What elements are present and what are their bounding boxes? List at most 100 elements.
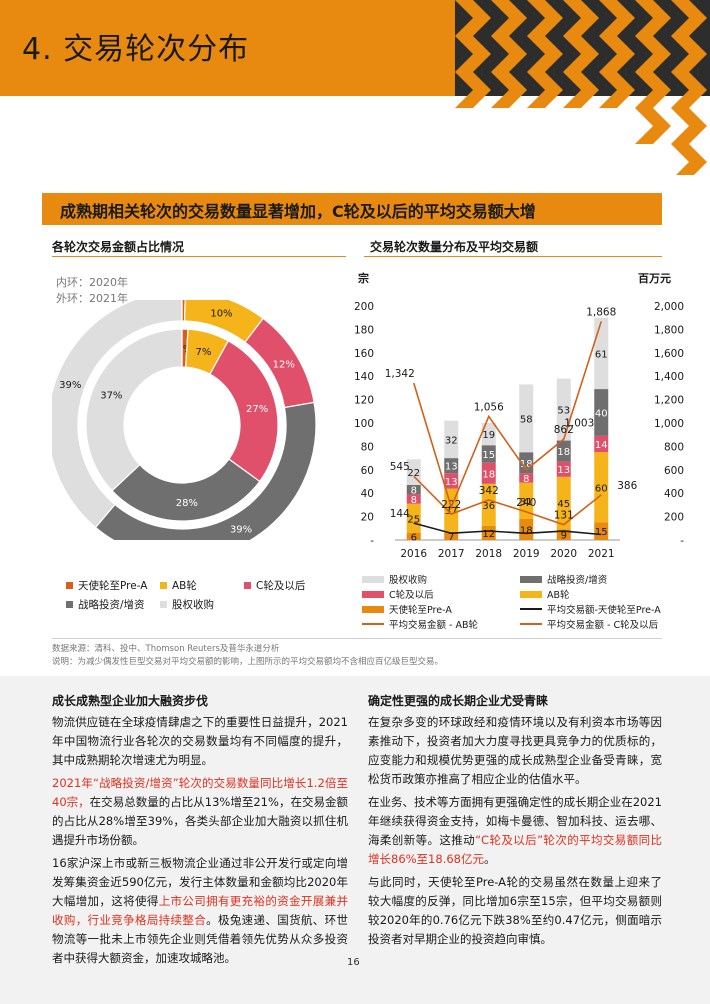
right-axis-tick: 800 xyxy=(664,441,684,453)
bar-segment-label: 8 xyxy=(411,495,417,506)
chevron-shape xyxy=(599,36,635,72)
legend-label: C轮及以后 xyxy=(389,590,434,601)
chevron-shape xyxy=(599,0,635,36)
chevron-shape xyxy=(671,72,707,108)
donut-slice xyxy=(85,328,183,492)
chevron-shape xyxy=(671,108,707,144)
bar-segment xyxy=(481,525,496,540)
donut-slice-label: 1% xyxy=(176,344,192,355)
chevron-shape xyxy=(635,108,671,144)
line-value-label: 240 xyxy=(516,497,536,509)
bar-segment xyxy=(594,452,609,523)
bar-segment xyxy=(556,440,571,462)
bar-segment xyxy=(556,476,571,530)
bar-segment xyxy=(594,522,609,540)
bar-segment xyxy=(556,529,571,540)
bar-segment-label: 8 xyxy=(523,474,529,485)
combo-legend-item: AB轮 xyxy=(520,587,570,601)
combo-heading-rule xyxy=(364,256,662,257)
donut-legend-item: C轮及以后 xyxy=(244,578,305,593)
bar-segment-label: 18 xyxy=(557,447,570,458)
donut-slice-label: 12% xyxy=(273,359,295,370)
bar-segment-label: 14 xyxy=(595,440,608,451)
bar-segment-label: 32 xyxy=(445,435,458,446)
right-paragraph-2-a: 在业务、技术等方面拥有更强确定性的成长期企业在2021年继续获得资金支持，如梅卡… xyxy=(368,795,662,847)
x-axis-tick: 2017 xyxy=(438,548,465,560)
bar-segment xyxy=(594,435,609,453)
donut-slice-label: 28% xyxy=(176,498,198,509)
combo-chart-heading: 交易轮次数量分布及平均交易额 xyxy=(370,240,539,254)
legend-swatch xyxy=(362,575,384,583)
chevron-shape xyxy=(563,72,599,108)
bar-segment-label: 60 xyxy=(595,483,608,494)
legend-swatch xyxy=(362,605,384,613)
legend-label: 平均交易额-天使轮至Pre-A xyxy=(547,605,661,616)
average-line xyxy=(413,522,602,536)
bar-segment xyxy=(481,423,496,446)
bar-segment-label: 15 xyxy=(482,450,495,461)
page-title: 4. 交易轮次分布 xyxy=(22,32,250,67)
chevron-shape xyxy=(527,36,563,72)
chevron-shape xyxy=(635,0,671,36)
legend-swatch xyxy=(520,590,542,598)
bar-segment-label: 40 xyxy=(595,408,608,419)
legend-swatch xyxy=(160,582,167,589)
legend-swatch xyxy=(520,623,542,625)
combo-legend-item: 股权收购 xyxy=(362,572,427,586)
combo-legend-item: 平均交易金额 - C轮及以后 xyxy=(520,617,658,631)
bar-segment xyxy=(444,458,459,474)
notes-rule xyxy=(52,638,662,639)
chevron-shape xyxy=(563,0,599,36)
section-title: 成熟期相关轮次的交易数量显著增加，C轮及以后的平均交易额大增 xyxy=(60,202,536,221)
bar-segment xyxy=(481,462,496,484)
legend-swatch xyxy=(66,582,73,589)
bar-segment xyxy=(519,452,534,474)
bottom-text-panel xyxy=(0,676,710,1004)
source-note: 数据来源：清科、投中、Thomson Reuters及普华永道分析 xyxy=(52,644,280,654)
legend-label: 股权收购 xyxy=(389,575,428,586)
x-axis-tick: 2020 xyxy=(550,548,577,560)
bar-segment-label: 45 xyxy=(557,499,570,510)
legend-label: C轮及以后 xyxy=(256,580,306,592)
bar-segment xyxy=(481,483,496,526)
left-paragraph-2: 2021年“战略投资/增资”轮次的交易数量同比增长1.2倍至40宗，在交易总数量… xyxy=(52,774,348,850)
donut-slice-label: 27% xyxy=(246,404,268,415)
right-axis-tick: 2,000 xyxy=(654,301,684,313)
left-axis-tick: 60 xyxy=(361,465,374,477)
left-axis-tick: 100 xyxy=(354,418,374,430)
left-axis-tick: 20 xyxy=(361,512,374,524)
legend-swatch xyxy=(362,623,384,625)
chevron-shape xyxy=(635,36,671,72)
bar-segment-label: 18 xyxy=(482,469,495,480)
left-column-heading: 成长成熟型企业加大融资步伐 xyxy=(52,694,209,708)
chevron-shape xyxy=(671,144,707,175)
chevron-shape xyxy=(491,0,527,36)
bar-segment xyxy=(406,459,421,486)
bar-segment xyxy=(481,445,496,463)
left-paragraph-2-highlight: 2021年“战略投资/增资”轮次的交易数量同比增长1.2倍至40宗， xyxy=(52,776,348,809)
x-axis-tick: 2021 xyxy=(588,548,615,560)
right-axis-tick: 1,400 xyxy=(654,371,684,383)
legend-swatch xyxy=(520,575,542,583)
line-value-label: 1,003 xyxy=(564,418,594,430)
legend-swatch xyxy=(66,601,73,608)
left-axis-tick: 180 xyxy=(354,324,374,336)
combo-legend-item: 平均交易额-天使轮至Pre-A xyxy=(520,602,661,616)
chevron-shape xyxy=(671,36,707,72)
x-axis-tick: 2016 xyxy=(400,548,427,560)
bar-segment-label: 9 xyxy=(561,531,567,542)
x-axis-tick: 2018 xyxy=(475,548,502,560)
donut-chart: 1% 7% 27% 28% 37% 10% 12% 39% 39% xyxy=(52,300,317,540)
bar-segment-label: 53 xyxy=(557,406,570,417)
left-paragraph-1: 物流供应链在全球疫情肆虐之下的重要性日益提升，2021年中国物流行业各轮次的交易… xyxy=(52,715,348,767)
legend-label: 天使轮至Pre-A xyxy=(389,605,452,616)
bar-segment xyxy=(519,482,534,519)
left-axis-tick: - xyxy=(370,535,374,547)
bar-segment-label: 15 xyxy=(595,527,608,538)
chevron-shape xyxy=(455,0,491,36)
right-axis-tick: 400 xyxy=(664,488,684,500)
right-paragraph-1: 在复杂多变的环球政经和疫情环境以及有利资本市场等因素推动下，投资者加大力度寻找更… xyxy=(368,715,662,786)
right-axis-tick: 1,600 xyxy=(654,348,684,360)
average-line xyxy=(413,475,602,526)
donut-slice-label: 7% xyxy=(196,347,212,358)
